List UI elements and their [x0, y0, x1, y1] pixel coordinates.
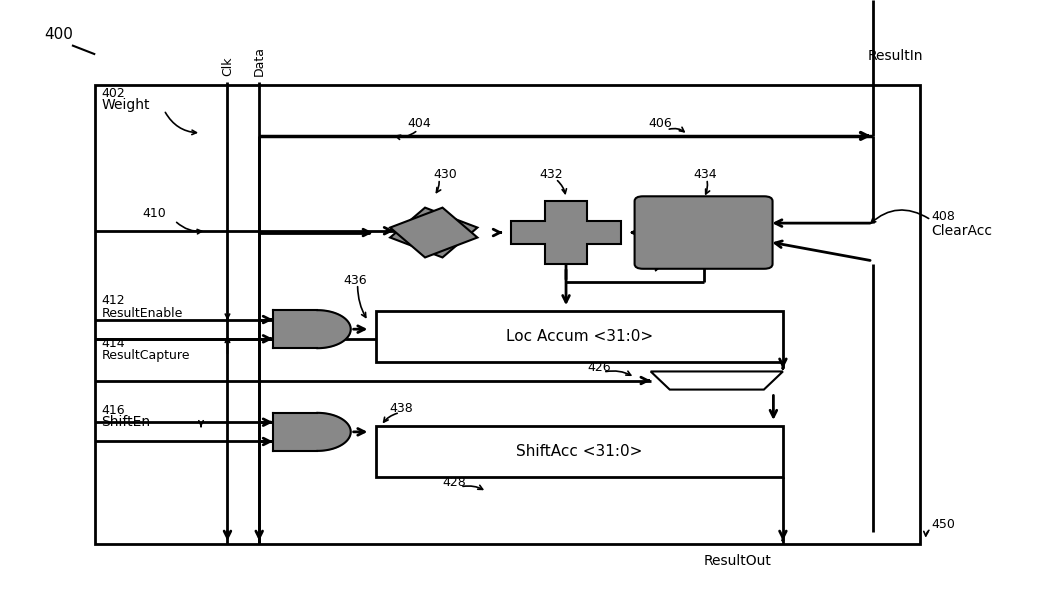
Bar [95, 85, 920, 544]
Text: 428: 428 [442, 476, 466, 489]
Text: ShiftAcc <31:0>: ShiftAcc <31:0> [516, 444, 642, 459]
Text: Clk: Clk [221, 56, 234, 76]
Text: 404: 404 [407, 117, 431, 130]
Text: 412: 412 [102, 294, 125, 307]
Text: 414: 414 [102, 337, 125, 350]
Text: 450: 450 [931, 518, 955, 532]
Text: ResultIn: ResultIn [868, 50, 923, 63]
Text: 408: 408 [931, 210, 955, 223]
Text: ClearAcc: ClearAcc [931, 224, 992, 238]
Polygon shape [390, 208, 477, 257]
Text: ResultOut: ResultOut [704, 554, 771, 568]
Text: 400: 400 [44, 27, 73, 42]
Text: 402: 402 [102, 86, 125, 100]
Text: 424: 424 [647, 252, 671, 266]
Text: Loc Accum <31:0>: Loc Accum <31:0> [506, 329, 653, 344]
Polygon shape [651, 371, 783, 390]
Bar [376, 311, 783, 362]
Text: 426: 426 [587, 361, 610, 374]
Text: 430: 430 [434, 168, 457, 181]
Bar [273, 310, 317, 348]
Text: Data: Data [253, 45, 266, 76]
Text: 410: 410 [143, 207, 166, 220]
Text: ResultEnable: ResultEnable [102, 307, 183, 320]
Polygon shape [390, 208, 477, 257]
Text: Weight: Weight [102, 98, 150, 112]
Text: 438: 438 [389, 402, 413, 415]
Bar [273, 413, 317, 451]
Polygon shape [511, 201, 621, 264]
Text: 406: 406 [649, 117, 672, 130]
Polygon shape [317, 413, 350, 451]
Text: 432: 432 [540, 168, 563, 181]
Text: 416: 416 [102, 403, 125, 417]
Text: ShiftEn: ShiftEn [102, 415, 150, 429]
Bar [376, 426, 783, 477]
Polygon shape [317, 310, 350, 348]
Text: 436: 436 [344, 274, 367, 287]
Text: ResultCapture: ResultCapture [102, 349, 190, 362]
FancyBboxPatch shape [635, 196, 772, 269]
Text: 434: 434 [693, 168, 716, 181]
